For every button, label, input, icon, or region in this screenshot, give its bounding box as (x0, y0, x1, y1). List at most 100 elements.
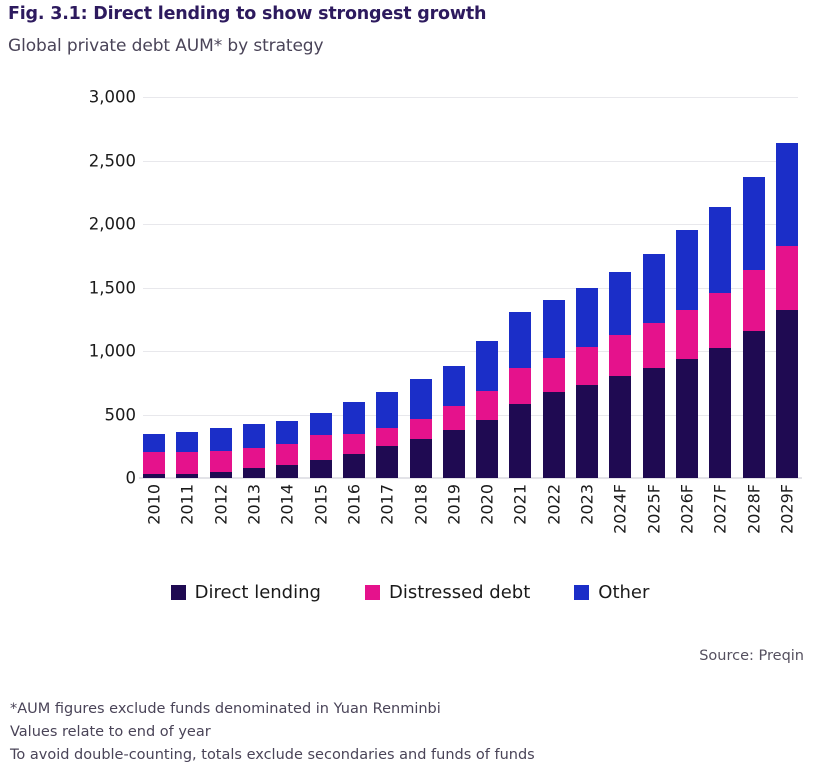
bar-segment (709, 348, 732, 478)
bar-segment (442, 430, 465, 478)
bar-column[interactable] (376, 97, 399, 478)
gridline (143, 287, 798, 289)
bar-segment (775, 246, 798, 311)
bar-column[interactable] (409, 97, 432, 478)
x-axis-tick: 2016 (343, 484, 365, 564)
bar-column[interactable] (476, 97, 499, 478)
chart-legend: Direct lending Distressed debt Other (0, 582, 820, 603)
x-axis-tick: 2029F (776, 484, 798, 564)
bar-column[interactable] (276, 97, 299, 478)
bar-segment (409, 439, 432, 478)
bar-column[interactable] (176, 97, 199, 478)
y-axis-tick-label: 500 (104, 405, 137, 424)
legend-label: Direct lending (194, 582, 321, 603)
bar-column[interactable] (442, 97, 465, 478)
footnotes: *AUM figures exclude funds denominated i… (10, 698, 535, 767)
x-axis-tick: 2012 (210, 484, 232, 564)
bar-column[interactable] (342, 97, 365, 478)
x-axis-tick: 2022 (543, 484, 565, 564)
x-axis-tick: 2010 (143, 484, 165, 564)
y-axis-tick-label: 0 (125, 468, 137, 488)
bar-segment (143, 433, 165, 452)
bar-column[interactable] (676, 97, 698, 478)
bar-segment (209, 471, 232, 478)
x-axis-tick: 2017 (376, 484, 398, 564)
gridline (143, 97, 798, 98)
x-axis-tick-label: 2023 (577, 484, 597, 525)
bar-segment (742, 330, 765, 478)
legend-label: Distressed debt (388, 582, 531, 603)
bar-segment (476, 340, 499, 392)
bar-segment (576, 384, 599, 478)
bar-segment (176, 432, 199, 452)
bar-segment (742, 177, 765, 271)
legend-item[interactable]: Other (574, 582, 649, 603)
x-axis-tick: 2025F (643, 484, 665, 564)
bar-segment (209, 450, 232, 472)
bar-column[interactable] (209, 97, 232, 478)
bar-column[interactable] (576, 97, 599, 478)
legend-item[interactable]: Distressed debt (364, 582, 531, 603)
bar-column[interactable] (242, 97, 265, 478)
x-axis-tick-label: 2022 (544, 484, 564, 525)
bar-segment (409, 378, 432, 419)
x-axis-tick-label: 2016 (344, 484, 364, 525)
x-axis-tick: 2011 (176, 484, 198, 564)
bar-column[interactable] (143, 97, 165, 478)
source-note: Source: Preqin (699, 648, 804, 664)
x-axis-tick-label: 2029F (777, 484, 797, 534)
y-axis-tick-label: 1,500 (88, 278, 136, 297)
legend-label: Other (598, 582, 650, 603)
x-axis-tick: 2027F (709, 484, 731, 564)
bar-column[interactable] (509, 97, 532, 478)
bar-column[interactable] (642, 97, 665, 478)
bar-segment (542, 392, 565, 478)
legend-item[interactable]: Direct lending (170, 582, 321, 603)
bar-segment (209, 428, 232, 451)
bar-segment (509, 403, 532, 478)
bar-column[interactable] (609, 97, 632, 478)
bar-segment (176, 451, 199, 474)
bar-segment (742, 270, 765, 331)
bar-column[interactable] (309, 97, 332, 478)
bar-column[interactable] (542, 97, 565, 478)
x-axis-tick-label: 2012 (211, 484, 231, 525)
plot-area (139, 97, 802, 479)
bar-segment (309, 460, 332, 478)
x-axis-tick-label: 2028F (744, 484, 764, 534)
legend-swatch (364, 585, 380, 600)
bar-segment (376, 446, 399, 478)
x-axis-tick-label: 2025F (644, 484, 664, 534)
footnote-line: Values relate to end of year (10, 724, 211, 740)
bar-segment (376, 391, 399, 428)
bar-segment (709, 292, 732, 349)
x-axis-tick: 2015 (310, 484, 332, 564)
bar-segment (476, 391, 499, 420)
y-axis-tick-label: 1,000 (88, 341, 136, 361)
x-axis-tick-label: 2024F (610, 484, 630, 534)
bar-segment (542, 299, 565, 358)
bar-segment (642, 253, 665, 324)
bar-segment (642, 323, 665, 369)
bar-column[interactable] (742, 97, 765, 478)
x-axis-tick: 2024F (609, 484, 631, 564)
y-axis-tick-label: 3,000 (88, 87, 136, 107)
bar-segment (576, 287, 599, 348)
gridline (143, 414, 798, 416)
bar-segment (775, 142, 798, 247)
x-axis-tick-label: 2021 (510, 484, 530, 525)
bar-column[interactable] (709, 97, 732, 478)
x-axis-tick: 2019 (443, 484, 465, 564)
x-axis-tick: 2021 (509, 484, 531, 564)
x-axis-tick-label: 2014 (277, 484, 297, 525)
x-axis-tick-label: 2010 (144, 484, 164, 525)
x-axis-tick-label: 2018 (411, 484, 430, 525)
legend-swatch (170, 585, 186, 600)
bar-column[interactable] (775, 97, 798, 478)
x-axis-tick: 2023 (576, 484, 598, 564)
figure-title: Fig. 3.1: Direct lending to show stronge… (8, 4, 487, 24)
bar-segment (309, 412, 332, 436)
gridline (143, 224, 798, 225)
bar-segment (509, 368, 532, 404)
